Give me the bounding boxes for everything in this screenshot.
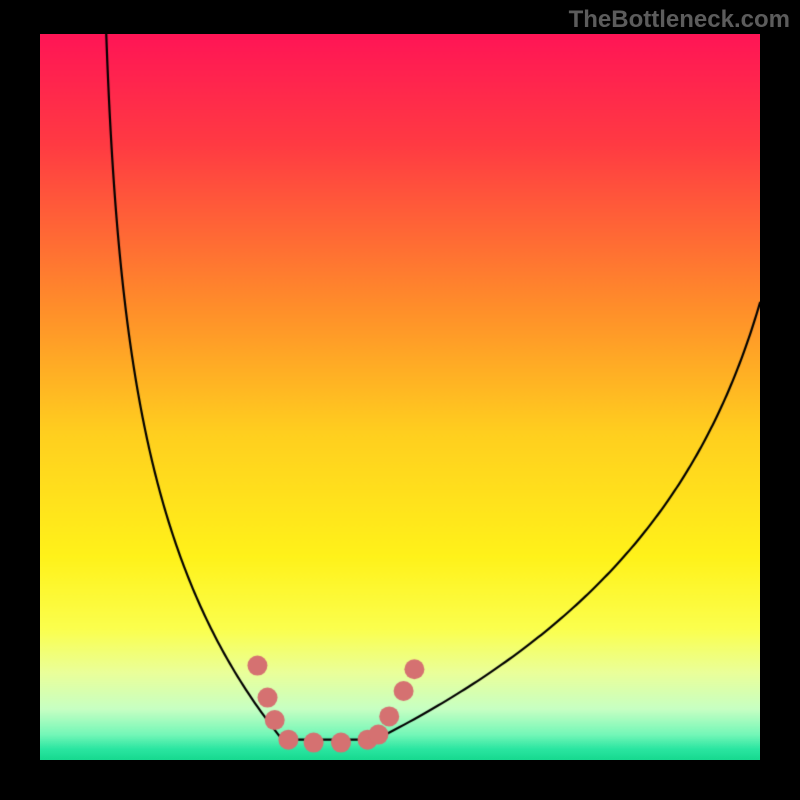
bottleneck-gradient-chart [40,34,760,760]
watermark-text: TheBottleneck.com [569,6,790,34]
